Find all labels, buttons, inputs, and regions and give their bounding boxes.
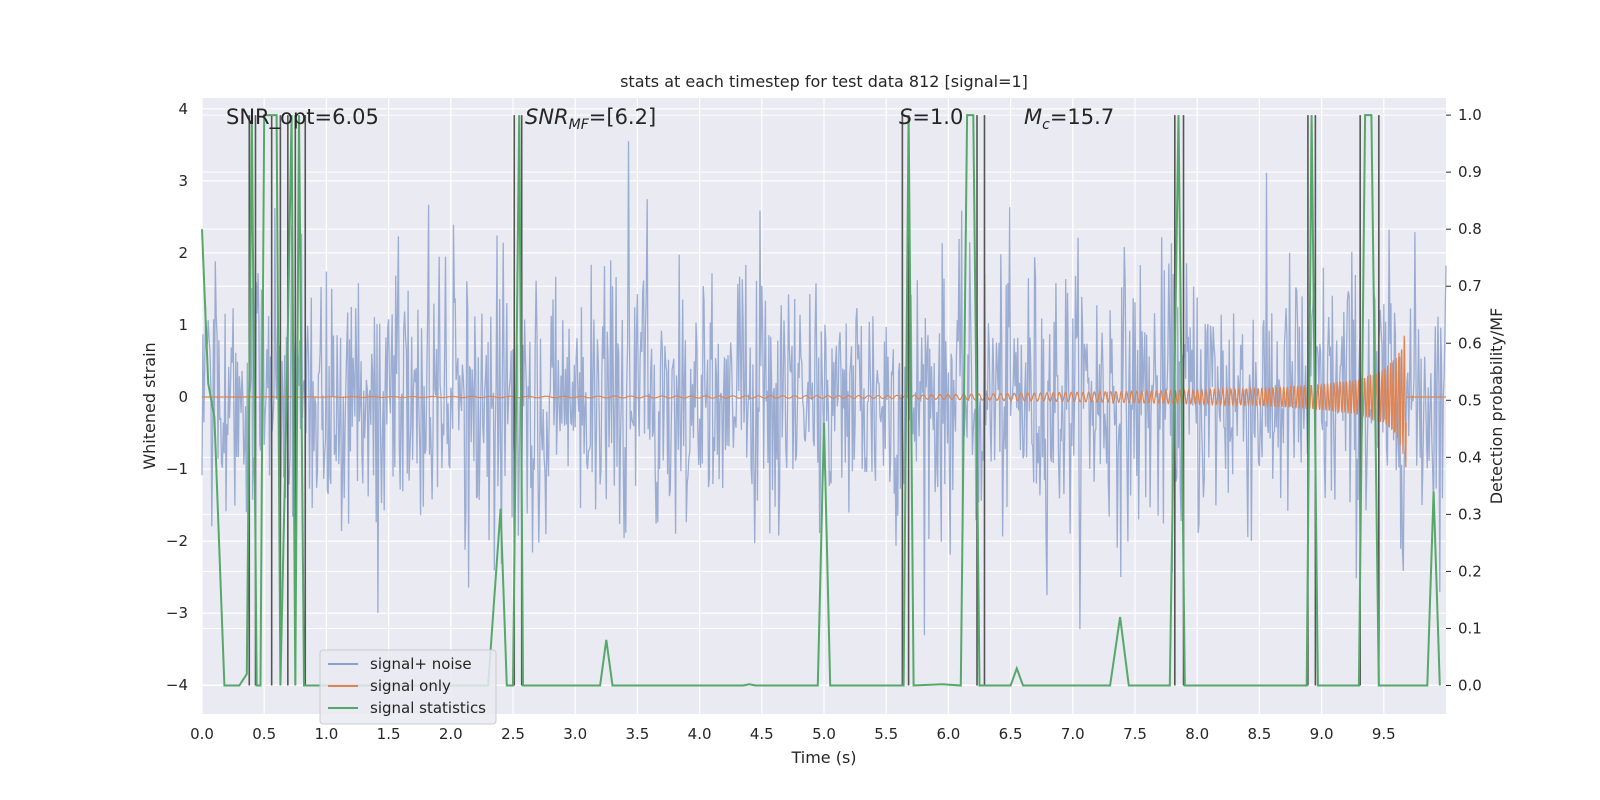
series-signal-only <box>202 335 1446 468</box>
y-tick-label-right: 0.1 <box>1458 619 1482 637</box>
y-tick-label-right: 0.6 <box>1458 334 1482 352</box>
x-tick-label: 5.5 <box>874 725 898 743</box>
signal-statistics-line <box>201 114 1441 687</box>
y-tick-labels-right: 1.0 0.9 0.8 0.7 0.6 0.5 0.4 0.3 0.2 0.1 0.0 <box>1446 106 1482 694</box>
y-tick-label-left: −1 <box>166 460 188 478</box>
x-tick-label: 3.0 <box>563 725 587 743</box>
y-tick-label-left: 1 <box>178 316 188 334</box>
chart-title: stats at each timestep for test data 812… <box>620 72 1028 91</box>
y-tick-label-right: 0.8 <box>1458 220 1482 238</box>
x-tick-label: 1.5 <box>377 725 401 743</box>
x-tick-label: 7.5 <box>1123 725 1147 743</box>
x-tick-label: 9.0 <box>1310 725 1334 743</box>
x-tick-label: 0.0 <box>190 725 214 743</box>
y-tick-label-left: 3 <box>178 172 188 190</box>
y-tick-label-right: 1.0 <box>1458 106 1482 124</box>
y-tick-label-left: −4 <box>166 676 188 694</box>
legend-label-signal-statistics: signal statistics <box>370 699 486 717</box>
annotation-s: S=1.0 <box>899 105 963 129</box>
annotation-mc: Mc=15.7 <box>1024 105 1114 133</box>
x-tick-label: 6.0 <box>936 725 960 743</box>
x-tick-label: 1.0 <box>314 725 338 743</box>
signal-only-line <box>202 335 1407 468</box>
y-tick-label-right: 0.4 <box>1458 448 1482 466</box>
x-tick-labels: 0.0 0.5 1.0 1.5 2.0 2.5 3.0 3.5 4.0 4.5 5.0 5.5 6.0 6… <box>190 725 1396 743</box>
x-tick-label: 4.0 <box>688 725 712 743</box>
y-tick-labels-left: 4 3 2 1 0 −1 −2 −3 −4 <box>166 100 188 694</box>
x-tick-label: 5.0 <box>812 725 836 743</box>
y-tick-label-right: 0.0 <box>1458 676 1482 694</box>
x-tick-label: 2.5 <box>501 725 525 743</box>
x-tick-label: 7.0 <box>1061 725 1085 743</box>
y-axis-label-right: Detection probability/MF <box>1487 308 1506 505</box>
y-tick-label-right: 0.3 <box>1458 505 1482 523</box>
y-tick-label-left: 2 <box>178 244 188 262</box>
y-tick-label-right: 0.2 <box>1458 562 1482 580</box>
series-signal-statistics <box>201 114 1441 687</box>
legend: signal+ noise signal only signal statist… <box>319 649 497 725</box>
y-tick-label-left: −3 <box>166 604 188 622</box>
x-axis-label: Time (s) <box>790 748 856 767</box>
y-tick-label-left: 0 <box>178 388 188 406</box>
y-tick-label-left: 4 <box>178 100 188 118</box>
x-tick-label: 8.5 <box>1247 725 1271 743</box>
annotation-snr-mf: SNRMF=[6.2] <box>525 105 656 133</box>
x-tick-label: 2.0 <box>439 725 463 743</box>
legend-label-signal-only: signal only <box>370 677 451 695</box>
y-tick-label-right: 0.5 <box>1458 391 1482 409</box>
annotation-snr-opt: SNR_opt=6.05 <box>226 105 379 130</box>
x-tick-label: 0.5 <box>252 725 276 743</box>
x-tick-label: 9.5 <box>1372 725 1396 743</box>
x-tick-label: 3.5 <box>625 725 649 743</box>
y-tick-label-left: −2 <box>166 532 188 550</box>
x-tick-label: 6.5 <box>999 725 1023 743</box>
grid-lines <box>201 98 1446 714</box>
legend-label-signal-noise: signal+ noise <box>370 655 472 673</box>
x-tick-label: 8.0 <box>1185 725 1209 743</box>
y-tick-label-right: 0.9 <box>1458 163 1482 181</box>
x-tick-label: 4.5 <box>750 725 774 743</box>
y-axis-label-left: Whitened strain <box>140 342 159 469</box>
y-tick-label-right: 0.7 <box>1458 277 1482 295</box>
legend-box <box>319 649 497 725</box>
